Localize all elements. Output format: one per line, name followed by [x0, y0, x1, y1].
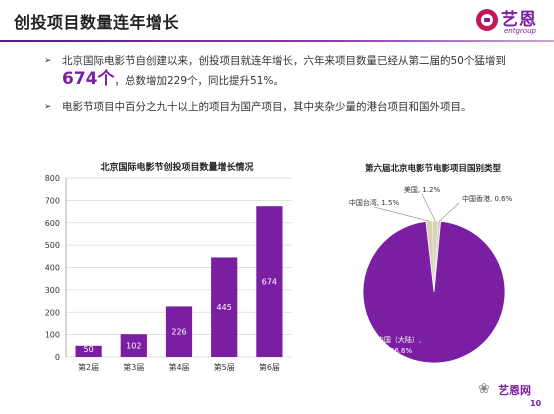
highlight-number: 674个 — [62, 69, 115, 89]
x-tick-label: 第2届 — [78, 362, 99, 372]
bar — [75, 345, 102, 357]
y-tick-label: 600 — [45, 219, 60, 228]
y-tick-label: 400 — [45, 264, 60, 273]
x-tick-label: 第6届 — [259, 362, 280, 372]
bullet-text-part2: ，总数增加229个，同比提升51%。 — [114, 75, 284, 87]
logo-cn-text: 艺恩 — [501, 10, 537, 30]
y-tick-label: 500 — [45, 241, 60, 250]
bar — [256, 206, 283, 357]
header-divider — [0, 40, 554, 42]
pie-chart-title: 第六届北京电影节电影项目国别类型 — [364, 164, 501, 174]
bar-value-label: 102 — [126, 342, 141, 351]
slide-header: 创投项目数量连年增长 艺恩 entgroup — [0, 0, 554, 44]
y-tick-label: 700 — [45, 196, 60, 205]
footer-brand: ❀ 艺恩网 — [478, 380, 554, 400]
pie-slice-label: 中国台湾, 1.5% — [349, 198, 400, 207]
bar — [120, 334, 147, 357]
logo-en-text: entgroup — [504, 27, 536, 35]
bar-value-label: 674 — [262, 278, 277, 287]
page-number: 10 — [530, 399, 542, 408]
pie-slice-label: 美国, 1.2% — [404, 185, 441, 194]
pie-slice-value: 96.6% — [390, 347, 413, 355]
y-tick-label: 100 — [45, 331, 60, 340]
pie-slice-label: 中国（大陆）, — [377, 335, 421, 344]
brand-logo: 艺恩 entgroup — [476, 4, 548, 40]
pie-slice — [362, 220, 506, 364]
bullet-item-origin: ➢ 电影节项目中百分之九十以上的项目为国产项目，其中夹杂少量的港台项目和国外项目… — [44, 98, 534, 116]
x-tick-label: 第5届 — [214, 362, 235, 372]
x-tick-label: 第3届 — [123, 362, 144, 372]
bullet-text: 电影节项目中百分之九十以上的项目为国产项目，其中夹杂少量的港台项目和国外项目。 — [62, 101, 472, 113]
pie-leader-line — [373, 206, 430, 222]
y-tick-label: 300 — [45, 286, 60, 295]
bar-value-label: 445 — [217, 303, 232, 312]
y-tick-label: 200 — [45, 308, 60, 317]
bar-value-label: 50 — [84, 345, 94, 354]
wechat-icon: ❀ — [478, 381, 490, 397]
x-tick-label: 第4届 — [168, 362, 189, 372]
page-title: 创投项目数量连年增长 — [14, 13, 180, 32]
pie-chart: 中国台湾, 1.5% 美国, 1.2% 中国香港, 0.6% 中国（大陆）, 96.6% — [349, 185, 513, 364]
bar — [165, 306, 193, 357]
y-tick-label: 800 — [45, 174, 60, 183]
bar-value-label: 226 — [171, 328, 186, 337]
bar-chart: 0 100 200 300 400 500 600 700 800 50 第2届 102 第3届 226 第… — [45, 174, 292, 372]
pie-leader-line — [439, 202, 460, 222]
footer-brand-text: 艺恩网 — [498, 384, 531, 397]
y-tick-label: 0 — [55, 353, 60, 362]
bullet-list: ➢ 北京国际电影节自创建以来，创投项目就连年增长，六年来项目数量已经从第二届的5… — [44, 52, 534, 124]
arrow-bullet-icon: ➢ — [44, 102, 52, 112]
pie-slice-label: 中国香港, 0.6% — [462, 194, 513, 203]
arrow-bullet-icon: ➢ — [44, 56, 52, 66]
entgroup-logo-icon — [476, 9, 498, 31]
bar-chart-title: 北京国际电影节创投项目数量增长情况 — [100, 163, 254, 173]
bar — [211, 257, 238, 357]
bullet-item-growth: ➢ 北京国际电影节自创建以来，创投项目就连年增长，六年来项目数量已经从第二届的5… — [44, 52, 534, 90]
pie-leader-line — [421, 193, 436, 222]
bullet-text-part1: 北京国际电影节自创建以来，创投项目就连年增长，六年来项目数量已经从第二届的50个… — [62, 55, 506, 67]
